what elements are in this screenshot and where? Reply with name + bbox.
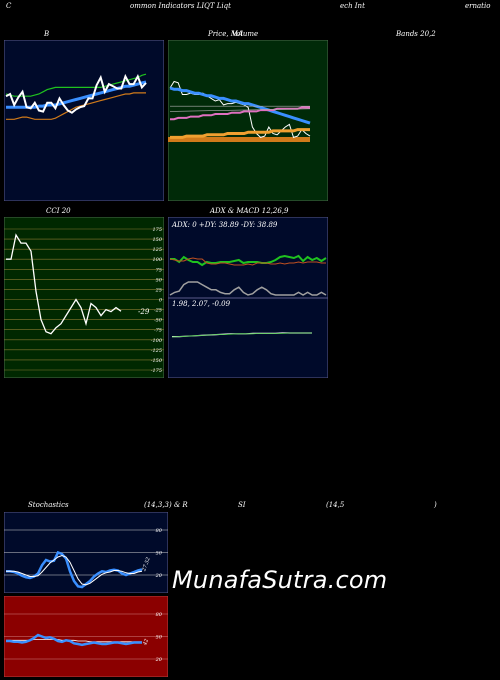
adx-plus_di-line [170, 254, 327, 267]
stoch-tick-label: 20 [155, 573, 163, 579]
macd-readout: 1.98, 2.07, -0.09 [172, 300, 231, 308]
adx-adx-line [169, 281, 327, 296]
bollinger-price-line [5, 73, 147, 114]
adx-readout: ADX: 0 +DY: 38.89 -DY: 38.89 [171, 221, 278, 229]
cci-tick-label: 25 [155, 287, 162, 293]
stoch-d-line [6, 554, 143, 586]
price-volume-label: Volume [232, 30, 259, 38]
si-close: ) [434, 501, 437, 509]
adx-minus_di-line [169, 257, 326, 266]
stoch-value-label: 27.52 [141, 557, 152, 573]
cci-tick-label: 175 [152, 227, 162, 233]
cci-panel: 175 150 125 100 75 50 25 0 -25 -50 -75 -100 -125 -150… [4, 217, 164, 378]
macd-signal-line [171, 332, 312, 338]
cci-tick-label: 100 [152, 257, 162, 263]
cci-title: CCI 20 [46, 207, 71, 215]
price-ma-panel [168, 40, 328, 201]
cci-tick-label: 75 [156, 267, 162, 273]
cci-tick-label: 50 [156, 277, 163, 283]
adx-macd-panel: ADX: 0 +DY: 38.89 -DY: 38.89 1.98, 2.07,… [168, 217, 328, 378]
price-ma_pink-line [170, 106, 310, 121]
macd-bg [168, 297, 328, 378]
bollinger-bg [4, 40, 164, 201]
price-ma_orange-line [170, 128, 310, 139]
si-params: (14,5 [326, 501, 345, 509]
cci-tick-label: 0 [159, 298, 163, 304]
header-title: ommon Indicators LIQT Liqt [130, 2, 231, 10]
volume-band [168, 137, 310, 142]
header-fragment-right: ernatio [465, 2, 491, 10]
cci-tick-label: -75 [154, 328, 162, 334]
si-label: SI [238, 501, 246, 509]
price-ma_blue-line [169, 86, 311, 125]
stoch-title: Stochastics [28, 501, 69, 509]
stoch-params: (14,3,3) & R [144, 501, 188, 509]
cci-tick-label: 150 [152, 237, 162, 243]
bollinger-lower-line [6, 92, 146, 120]
cci-line [6, 233, 122, 335]
rsi-panel: 80 50 20 42 [4, 596, 168, 677]
munafasutra-watermark: MunafaSutra.com [172, 566, 388, 594]
price-grey-ma-line [169, 108, 311, 112]
bollinger-panel [4, 40, 164, 201]
adx-title: ADX & MACD 12,26,9 [210, 207, 289, 215]
rsi-tick-label: 20 [155, 657, 163, 663]
bands-right-label: Bands 20,2 [396, 30, 436, 38]
cci-tick-label: -100 [151, 338, 163, 344]
rsi-tick-label: 50 [156, 635, 163, 641]
cci-tick-label: -125 [151, 348, 162, 354]
rsi-value-label: 42 [142, 638, 150, 647]
cci-tick-label: 125 [152, 247, 162, 253]
cci-tick-label: -175 [151, 368, 162, 374]
cci-value-label: -29 [138, 308, 150, 316]
cci-tick-label: -50 [154, 318, 163, 324]
rsi-line [6, 633, 142, 647]
rsi-tick-label: 80 [156, 612, 163, 618]
price-ma-title: Price, MA [208, 30, 244, 38]
stoch-tick-label: 50 [156, 551, 163, 557]
cci-tick-label: -150 [151, 358, 163, 364]
cci-bg [4, 217, 164, 378]
adx-bg [168, 217, 328, 299]
header-fragment-mid: ech Int [340, 2, 365, 10]
bands-left-label: B [44, 30, 50, 38]
stoch-tick-label: 80 [156, 528, 163, 534]
header-fragment-c: C [6, 2, 12, 10]
stoch-k-line [6, 550, 143, 589]
cci-tick-label: -25 [154, 308, 162, 314]
